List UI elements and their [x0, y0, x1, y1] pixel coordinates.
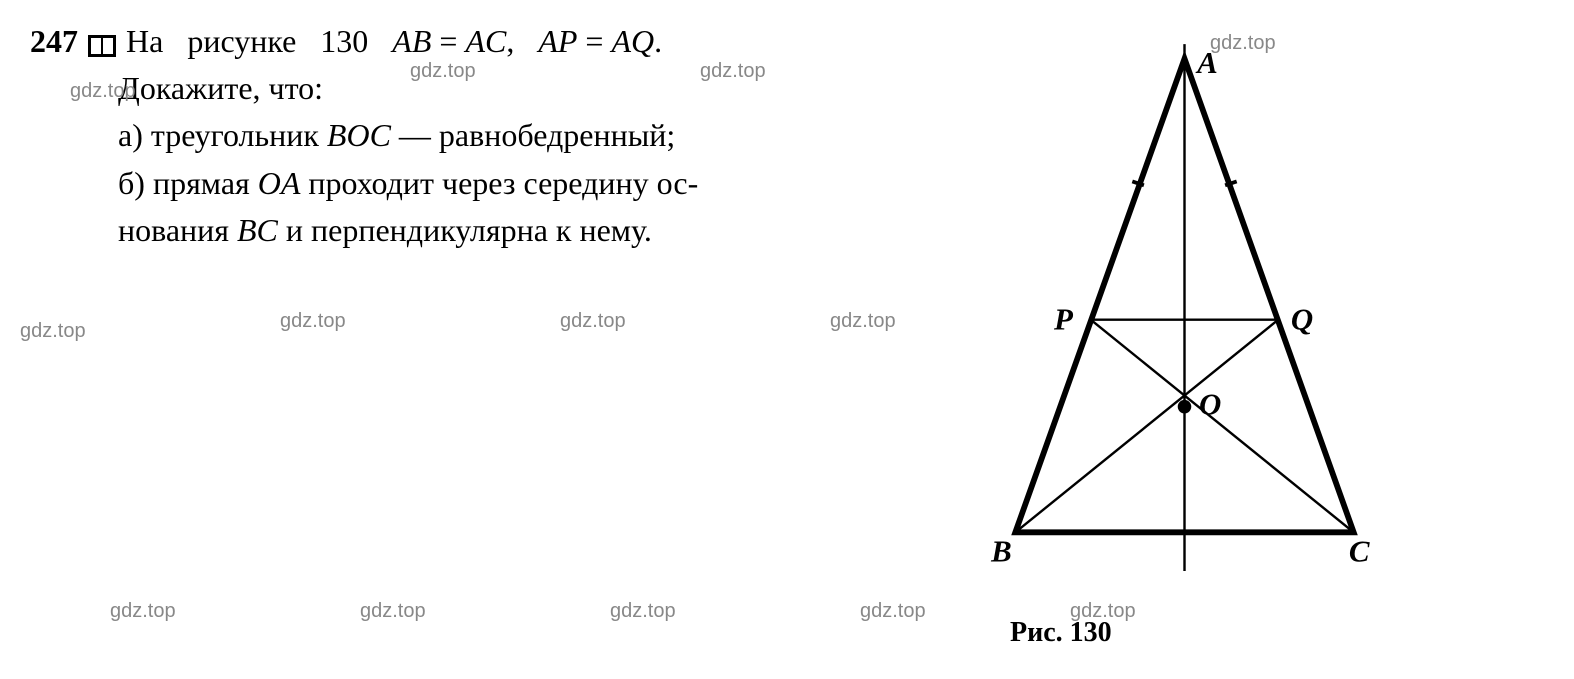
problem-text-area: 247 На рисунке 130 AB = AC, AP = AQ. Док…: [30, 20, 960, 659]
item-a-block: а) треугольник BOC — равнобедренный;: [30, 114, 940, 157]
watermark: gdz.top: [860, 600, 926, 623]
watermark: gdz.top: [280, 310, 346, 333]
watermark: gdz.top: [830, 310, 896, 333]
svg-text:O: O: [1199, 386, 1221, 421]
problem-first-line: 247 На рисунке 130 AB = AC, AP = AQ.: [30, 20, 940, 63]
svg-text:P: P: [1053, 301, 1074, 336]
line2-text: Докажите, что:: [118, 70, 323, 106]
watermark: gdz.top: [20, 320, 86, 343]
triangle-diagram: A B C P Q O: [960, 20, 1380, 600]
svg-text:Q: Q: [1291, 301, 1313, 336]
svg-text:C: C: [1349, 533, 1370, 568]
watermark: gdz.top: [360, 600, 426, 623]
book-icon: [88, 35, 116, 57]
item-b-text-line1: б) прямая OA проходит через середину ос-: [118, 165, 698, 201]
item-b-block-line2: нования BC и перпендикулярна к нему.: [30, 209, 940, 252]
item-a-text: а) треугольник BOC — равнобедренный;: [118, 117, 675, 153]
item-b-block-line1: б) прямая OA проходит через середину ос-: [30, 162, 940, 205]
watermark: gdz.top: [610, 600, 676, 623]
svg-text:B: B: [990, 533, 1012, 568]
watermark: gdz.top: [110, 600, 176, 623]
problem-number: 247: [30, 23, 78, 59]
svg-text:A: A: [1195, 45, 1218, 80]
item-b-text-line2: нования BC и перпендикулярна к нему.: [118, 212, 652, 248]
line1-text: На рисунке 130 AB = AC, AP = AQ.: [126, 23, 662, 59]
figure-caption: Рис. 130: [1010, 617, 1112, 649]
figure-area: gdz.top gdz.top A B C P Q O Рис. 130: [960, 20, 1380, 659]
watermark: gdz.top: [560, 310, 626, 333]
line2-block: Докажите, что:: [30, 67, 940, 110]
